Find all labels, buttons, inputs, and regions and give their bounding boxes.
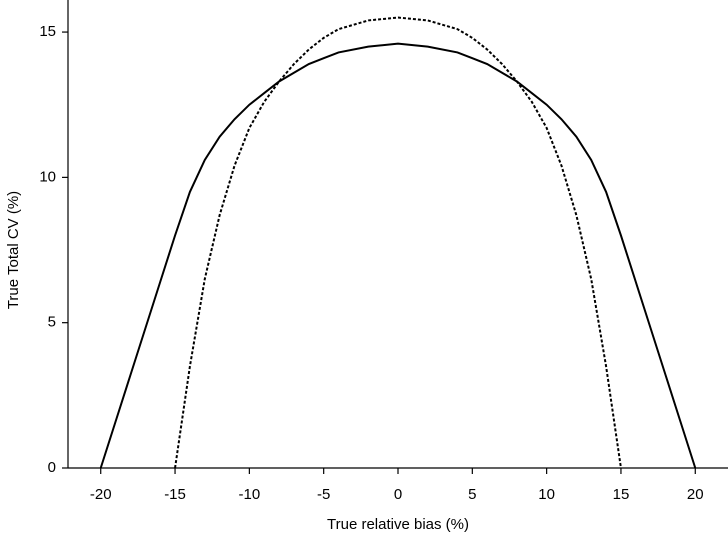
x-tick-label: -20 <box>90 486 112 503</box>
y-tick-label: 15 <box>39 23 56 40</box>
x-tick-label: 15 <box>613 486 630 503</box>
line-series <box>99 42 697 469</box>
x-tick-label: 5 <box>468 486 476 503</box>
x-axis-label: True relative bias (%) <box>327 516 469 533</box>
x-tick-label: 20 <box>687 486 704 503</box>
x-tick-label: -15 <box>164 486 186 503</box>
y-axis-label: True Total CV (%) <box>5 191 22 309</box>
x-tick-label: -10 <box>239 486 261 503</box>
y-tick-label: 5 <box>48 314 56 331</box>
x-tick-label: 10 <box>538 486 555 503</box>
y-tick-label: 0 <box>48 459 56 476</box>
line-series <box>174 16 622 469</box>
x-tick-label: 0 <box>394 486 402 503</box>
x-tick-label: -5 <box>317 486 330 503</box>
y-tick-label: 10 <box>39 168 56 185</box>
